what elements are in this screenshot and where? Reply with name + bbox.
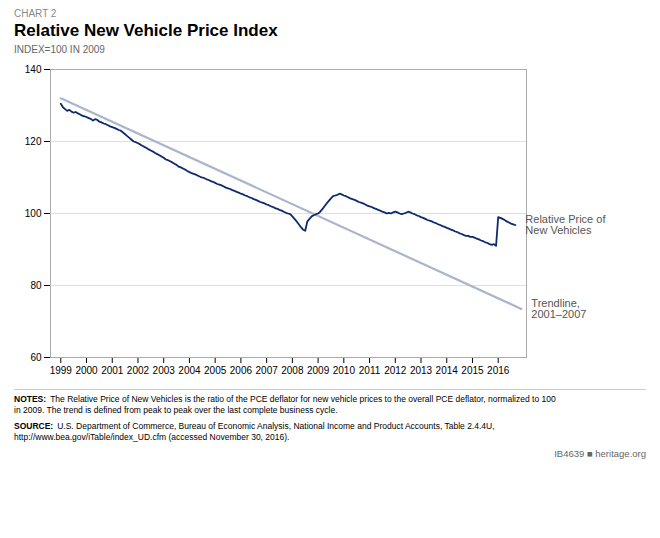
svg-text:2002: 2002 [127,365,150,376]
svg-text:2011: 2011 [359,365,381,376]
html-text:INDEX=100 IN 2009: INDEX=100 IN 2009 [14,44,105,55]
svg-text:2005: 2005 [204,365,227,376]
svg-text:140: 140 [25,64,42,75]
svg-text:Relative Price ofNew Vehicles: Relative Price ofNew Vehicles [525,213,606,236]
svg-text:2003: 2003 [153,365,176,376]
svg-text:2007: 2007 [256,365,279,376]
svg-text:2009: 2009 [307,365,330,376]
html-text:CHART 2: CHART 2 [14,8,57,19]
svg-text:2016: 2016 [487,365,510,376]
svg-text:2010: 2010 [333,365,356,376]
html-text:IB4639 ■ heritage.org: IB4639 ■ heritage.org [554,448,646,459]
svg-text:80: 80 [30,280,42,291]
html-text:NOTES: The Relative Price of N: NOTES: The Relative Price of New Vehicle… [14,394,556,415]
svg-text:2008: 2008 [281,365,304,376]
svg-text:2004: 2004 [178,365,201,376]
svg-text:1999: 1999 [50,365,73,376]
svg-text:100: 100 [25,208,42,219]
svg-text:2006: 2006 [230,365,253,376]
svg-text:2012: 2012 [384,365,407,376]
svg-text:2013: 2013 [410,365,433,376]
svg-text:Trendline,2001–2007: Trendline,2001–2007 [531,297,586,320]
svg-text:120: 120 [25,136,42,147]
html-text:Relative New Vehicle Price Ind: Relative New Vehicle Price Index [14,21,278,40]
html-text:SOURCE: U.S. Department of Com: SOURCE: U.S. Department of Commerce, Bur… [14,421,495,442]
svg-text:60: 60 [30,352,42,363]
svg-text:2015: 2015 [461,365,484,376]
svg-text:2000: 2000 [75,365,98,376]
svg-text:2014: 2014 [436,365,459,376]
svg-text:2001: 2001 [101,365,124,376]
